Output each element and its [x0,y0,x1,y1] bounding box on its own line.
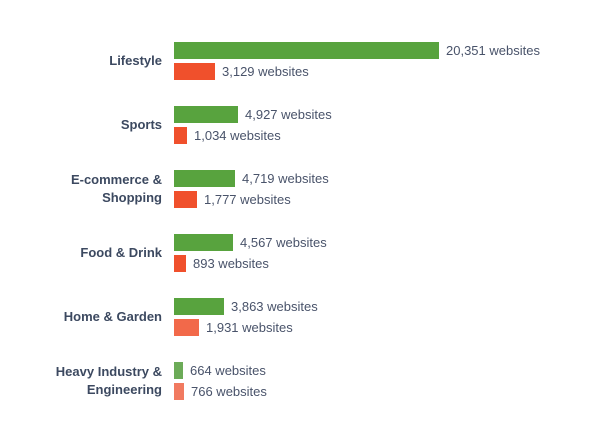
green-bar [174,298,224,315]
category-label: Home & Garden [63,309,162,324]
bar-line: 1,777 websites [174,191,329,208]
bar-value-label: 4,567 websites [240,235,327,250]
bar-group: 4,567 websites 893 websites [174,234,327,272]
bar-group: 20,351 websites 3,129 websites [174,42,540,80]
bar-line: 664 websites [174,362,267,379]
orange-bar [174,191,197,208]
bar-value-label: 664 websites [190,363,266,378]
orange-bar [174,63,215,80]
category-row: E-commerce & Shopping 4,719 websites 1,777… [0,170,540,208]
category-row: Sports 4,927 websites 1,034 websites [0,106,540,144]
green-bar [174,362,183,379]
bar-value-label: 4,927 websites [245,107,332,122]
bar-value-label: 1,034 websites [194,128,281,143]
bar-line: 3,129 websites [174,63,540,80]
category-label: Food & Drink [80,245,162,260]
category-row: Home & Garden 3,863 websites 1,931 website… [0,298,540,336]
bar-value-label: 3,863 websites [231,299,318,314]
bar-value-label: 1,931 websites [206,320,293,335]
orange-bar [174,383,184,400]
chart-rows: Lifestyle 20,351 websites 3,129 websites Sp… [0,42,540,426]
bar-line: 20,351 websites [174,42,540,59]
bar-line: 893 websites [174,255,327,272]
bar-value-label: 20,351 websites [446,43,540,58]
category-label: E-commerce & Shopping [70,172,162,205]
bar-line: 1,034 websites [174,127,332,144]
bar-line: 3,863 websites [174,298,318,315]
green-bar [174,42,439,59]
bar-group: 4,927 websites 1,034 websites [174,106,332,144]
bar-value-label: 893 websites [193,256,269,271]
category-label: Lifestyle [109,53,162,68]
category-row: Lifestyle 20,351 websites 3,129 websites [0,42,540,80]
bar-value-label: 766 websites [191,384,267,399]
bar-value-label: 4,719 websites [242,171,329,186]
bar-value-label: 3,129 websites [222,64,309,79]
category-row: Food & Drink 4,567 websites 893 websites [0,234,540,272]
bar-group: 664 websites 766 websites [174,362,267,400]
green-bar [174,170,235,187]
green-bar [174,106,238,123]
orange-bar [174,319,199,336]
category-label: Heavy Industry & Engineering [55,364,162,397]
bar-line: 4,927 websites [174,106,332,123]
bar-line: 1,931 websites [174,319,318,336]
bar-group: 4,719 websites 1,777 websites [174,170,329,208]
bar-line: 4,719 websites [174,170,329,187]
bar-line: 766 websites [174,383,267,400]
green-bar [174,234,233,251]
bar-line: 4,567 websites [174,234,327,251]
bar-value-label: 1,777 websites [204,192,291,207]
orange-bar [174,255,186,272]
orange-bar [174,127,187,144]
category-label: Sports [120,117,162,132]
category-row: Heavy Industry & Engineering 664 websites… [0,362,540,400]
bar-group: 3,863 websites 1,931 websites [174,298,318,336]
